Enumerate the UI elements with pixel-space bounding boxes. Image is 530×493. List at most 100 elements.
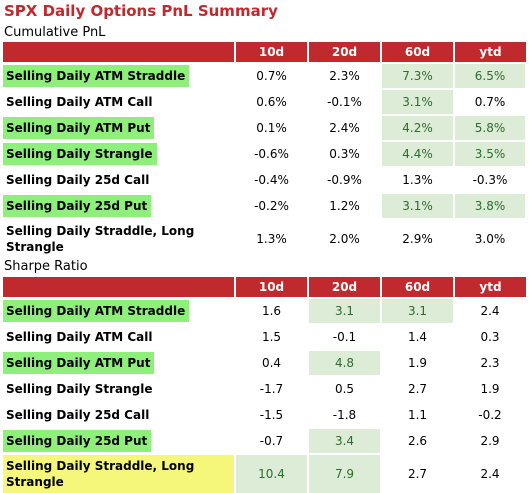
row-label-cell: Selling Daily ATM Straddle: [3, 297, 236, 324]
row-label-cell: Selling Daily ATM Put: [3, 349, 236, 376]
value-cell: 2.9%: [381, 218, 455, 258]
sharpe-ratio-table: 10d 20d 60d ytd Selling Daily ATM Straddle 1…: [3, 277, 527, 493]
value-cell: -0.3%: [454, 166, 527, 193]
row-label-cell: Selling Daily ATM Call: [3, 323, 236, 350]
strategy-name: Selling Daily Straddle, Long Strangle: [6, 224, 195, 254]
strategy-name: Selling Daily 25d Call: [6, 173, 150, 187]
row-label-cell: Selling Daily ATM Put: [3, 114, 236, 141]
cumulative-pnl-label: Cumulative PnL: [4, 25, 106, 40]
column-header: 60d: [381, 277, 455, 298]
table-row: Selling Daily Strangle -1.7 0.5 2.7 1.9: [3, 375, 527, 402]
value-cell: 2.4: [454, 297, 527, 324]
row-label-cell: Selling Daily ATM Call: [3, 88, 236, 115]
row-label-cell: Selling Daily ATM Straddle: [3, 62, 236, 89]
value-cell: 2.7: [381, 375, 455, 402]
value-cell: 1.1: [381, 401, 455, 428]
column-header-blank: [3, 42, 236, 63]
strategy-name: Selling Daily Strangle: [6, 382, 153, 396]
value-cell: 3.0%: [454, 218, 527, 258]
value-cell: 6.5%: [454, 62, 527, 89]
strategy-name: Selling Daily ATM Call: [6, 95, 153, 109]
column-header: 10d: [235, 42, 309, 63]
sharpe-ratio-label: Sharpe Ratio: [4, 259, 88, 274]
strategy-name: Selling Daily ATM Put: [3, 117, 155, 139]
strategy-name: Selling Daily 25d Call: [6, 408, 150, 422]
value-cell: -0.1: [308, 323, 382, 350]
value-cell: 5.8%: [454, 114, 527, 141]
value-cell: 2.3%: [308, 62, 382, 89]
value-cell: 3.8%: [454, 192, 527, 219]
row-label-cell: Selling Daily 25d Call: [3, 401, 236, 428]
row-label-cell: Selling Daily Straddle, Long Strangle: [3, 453, 236, 493]
value-cell: -0.6%: [235, 140, 309, 167]
table-row: Selling Daily ATM Put 0.4 4.8 1.9 2.3: [3, 349, 527, 376]
column-header: 20d: [308, 277, 382, 298]
column-header: 10d: [235, 277, 309, 298]
value-cell: -0.7: [235, 427, 309, 454]
value-cell: 3.5%: [454, 140, 527, 167]
value-cell: 0.4: [235, 349, 309, 376]
value-cell: 7.9: [308, 453, 382, 493]
strategy-name: Selling Daily ATM Put: [3, 352, 155, 374]
value-cell: 4.2%: [381, 114, 455, 141]
row-label-cell: Selling Daily 25d Put: [3, 192, 236, 219]
table-row: Selling Daily ATM Straddle 1.6 3.1 3.1 2.4: [3, 297, 527, 324]
row-label-cell: Selling Daily 25d Call: [3, 166, 236, 193]
value-cell: 1.3%: [235, 218, 309, 258]
value-cell: -1.7: [235, 375, 309, 402]
value-cell: 3.1: [381, 297, 455, 324]
value-cell: 1.3%: [381, 166, 455, 193]
column-header: 60d: [381, 42, 455, 63]
table-row: Selling Daily ATM Put 0.1% 2.4% 4.2% 5.8%: [3, 114, 527, 141]
value-cell: -0.2%: [235, 192, 309, 219]
value-cell: 0.7%: [454, 88, 527, 115]
strategy-name: Selling Daily 25d Put: [3, 430, 152, 452]
value-cell: -0.9%: [308, 166, 382, 193]
strategy-name: Selling Daily ATM Straddle: [3, 300, 190, 322]
table-row: Selling Daily Straddle, Long Strangle 1.3…: [3, 218, 527, 258]
page-title: SPX Daily Options PnL Summary: [4, 2, 278, 20]
value-cell: 0.6%: [235, 88, 309, 115]
row-label-cell: Selling Daily Straddle, Long Strangle: [3, 218, 236, 258]
table-row: Selling Daily ATM Call 1.5 -0.1 1.4 0.3: [3, 323, 527, 350]
value-cell: 0.5: [308, 375, 382, 402]
strategy-name: Selling Daily ATM Call: [6, 330, 153, 344]
row-label-cell: Selling Daily 25d Put: [3, 427, 236, 454]
value-cell: 3.1%: [381, 88, 455, 115]
column-header: ytd: [454, 277, 526, 298]
value-cell: -1.8: [308, 401, 382, 428]
table-row: Selling Daily 25d Put -0.2% 1.2% 3.1% 3.8%: [3, 192, 527, 219]
value-cell: 2.7: [381, 453, 455, 493]
table-row: Selling Daily ATM Straddle 0.7% 2.3% 7.3% 6.…: [3, 62, 527, 89]
value-cell: 4.4%: [381, 140, 455, 167]
value-cell: 2.6: [381, 427, 455, 454]
value-cell: 2.3: [454, 349, 527, 376]
cumulative-pnl-table: 10d 20d 60d ytd Selling Daily ATM Straddle 0…: [3, 42, 527, 258]
table-header-row: 10d 20d 60d ytd: [3, 277, 526, 298]
value-cell: 2.4%: [308, 114, 382, 141]
value-cell: 2.9: [454, 427, 527, 454]
value-cell: 0.7%: [235, 62, 309, 89]
value-cell: 1.9: [454, 375, 527, 402]
column-header-blank: [3, 277, 236, 298]
table-row: Selling Daily Strangle -0.6% 0.3% 4.4% 3.5%: [3, 140, 527, 167]
value-cell: 10.4: [235, 453, 309, 493]
value-cell: 2.4: [454, 453, 527, 493]
table-row: Selling Daily Straddle, Long Strangle 10.…: [3, 453, 527, 493]
table-row: Selling Daily ATM Call 0.6% -0.1% 3.1% 0.7%: [3, 88, 527, 115]
row-label-cell: Selling Daily Strangle: [3, 375, 236, 402]
strategy-name: Selling Daily Strangle: [3, 143, 157, 165]
value-cell: 1.6: [235, 297, 309, 324]
column-header: ytd: [454, 42, 526, 63]
table-row: Selling Daily 25d Put -0.7 3.4 2.6 2.9: [3, 427, 527, 454]
value-cell: 1.4: [381, 323, 455, 350]
value-cell: 4.8: [308, 349, 382, 376]
value-cell: 0.3: [454, 323, 527, 350]
value-cell: 1.5: [235, 323, 309, 350]
value-cell: -0.4%: [235, 166, 309, 193]
value-cell: -0.1%: [308, 88, 382, 115]
value-cell: 3.1: [308, 297, 382, 324]
value-cell: 3.4: [308, 427, 382, 454]
strategy-name: Selling Daily ATM Straddle: [3, 65, 190, 87]
table-row: Selling Daily 25d Call -0.4% -0.9% 1.3% -0.3…: [3, 166, 527, 193]
